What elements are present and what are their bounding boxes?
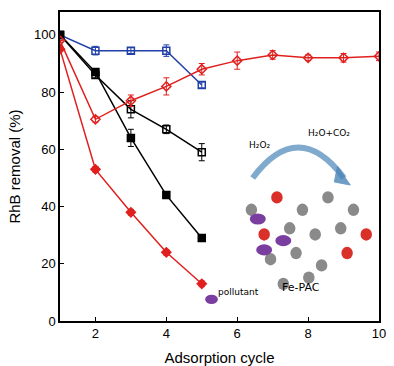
svg-text:20: 20 [41, 256, 55, 271]
svg-text:60: 60 [41, 142, 55, 157]
svg-text:80: 80 [41, 85, 55, 100]
svg-text:RhB removal (%): RhB removal (%) [6, 109, 23, 223]
svg-text:10: 10 [372, 326, 386, 341]
svg-text:H₂O₂: H₂O₂ [249, 140, 270, 150]
svg-text:Adsorption cycle: Adsorption cycle [164, 349, 274, 366]
svg-text:40: 40 [41, 199, 55, 214]
svg-text:4: 4 [163, 326, 170, 341]
svg-text:H₂O+CO₂: H₂O+CO₂ [308, 128, 350, 138]
svg-text:100: 100 [34, 27, 56, 42]
svg-text:Fe-PAC: Fe-PAC [282, 281, 320, 294]
svg-text:6: 6 [234, 326, 241, 341]
svg-text:8: 8 [304, 326, 311, 341]
svg-text:0: 0 [48, 314, 55, 329]
svg-text:2: 2 [92, 326, 99, 341]
svg-text:pollutant: pollutant [218, 287, 259, 297]
